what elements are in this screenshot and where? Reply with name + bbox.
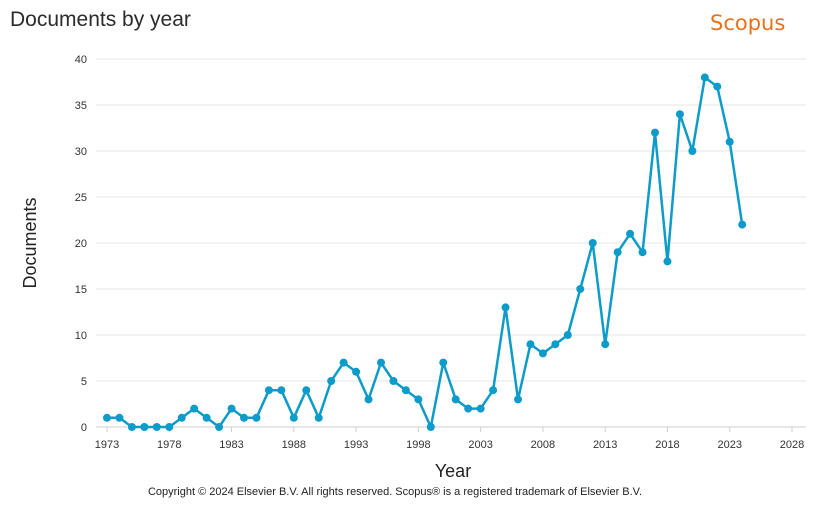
data-point[interactable]: [339, 358, 348, 367]
data-point[interactable]: [140, 423, 149, 431]
y-axis-ticks: 0 5 10 15 20 25 30 35 40: [75, 54, 87, 434]
data-point[interactable]: [675, 110, 684, 119]
data-point[interactable]: [576, 285, 585, 293]
data-point[interactable]: [277, 386, 286, 395]
data-point[interactable]: [190, 404, 199, 413]
data-point[interactable]: [451, 395, 460, 404]
data-point[interactable]: [501, 303, 510, 312]
data-point[interactable]: [240, 413, 248, 422]
data-point[interactable]: [476, 404, 485, 413]
data-point[interactable]: [202, 413, 211, 422]
data-point[interactable]: [414, 395, 423, 404]
data-point[interactable]: [601, 340, 610, 349]
y-tick-label: 10: [75, 330, 87, 342]
data-point[interactable]: [115, 413, 124, 422]
data-point[interactable]: [264, 386, 273, 395]
grid-lines: [96, 58, 806, 428]
data-point[interactable]: [314, 413, 323, 422]
data-point[interactable]: [563, 331, 572, 339]
data-point[interactable]: [165, 423, 174, 431]
x-tick-label: 2023: [717, 439, 741, 451]
data-point[interactable]: [489, 386, 498, 395]
data-point[interactable]: [215, 423, 224, 431]
data-point[interactable]: [127, 423, 136, 431]
data-point[interactable]: [738, 220, 747, 229]
data-point[interactable]: [426, 423, 435, 431]
data-point[interactable]: [177, 413, 186, 422]
data-point[interactable]: [526, 340, 535, 349]
data-point[interactable]: [103, 413, 111, 422]
x-tick-label: 2013: [593, 439, 617, 451]
y-axis-title: Documents: [20, 197, 40, 288]
series-documents: [103, 73, 747, 431]
data-point[interactable]: [389, 377, 398, 385]
data-point[interactable]: [688, 147, 697, 155]
data-point[interactable]: [700, 73, 709, 82]
data-point[interactable]: [439, 358, 448, 367]
x-tick-label: 2018: [655, 439, 679, 451]
x-tick-label: 1988: [282, 439, 306, 451]
y-tick-label: 35: [75, 100, 87, 112]
data-point[interactable]: [377, 358, 385, 367]
data-point[interactable]: [725, 137, 734, 146]
x-tick-label: 2028: [780, 439, 804, 451]
data-point[interactable]: [613, 248, 622, 257]
x-tick-label: 1998: [406, 439, 430, 451]
data-point[interactable]: [713, 82, 722, 91]
copyright-notice: Copyright © 2024 Elsevier B.V. All right…: [147, 486, 643, 498]
data-point[interactable]: [352, 367, 361, 376]
data-point[interactable]: [252, 413, 261, 422]
y-tick-label: 40: [75, 54, 87, 66]
data-point[interactable]: [551, 340, 560, 349]
data-point[interactable]: [538, 349, 547, 358]
y-tick-label: 5: [81, 376, 87, 388]
y-tick-label: 20: [75, 238, 87, 250]
x-tick-label: 1978: [157, 439, 181, 451]
data-point[interactable]: [289, 413, 298, 422]
x-tick-label: 1993: [344, 439, 368, 451]
x-tick-label: 2003: [468, 439, 492, 451]
data-point[interactable]: [638, 248, 647, 257]
scopus-logo[interactable]: Scopus: [710, 11, 786, 35]
data-point[interactable]: [401, 386, 410, 395]
data-point[interactable]: [663, 257, 672, 266]
x-axis-title: Year: [435, 461, 471, 481]
x-tick-label: 2008: [531, 439, 555, 451]
data-point[interactable]: [227, 404, 236, 413]
y-tick-label: 15: [75, 284, 87, 296]
chart-title: Documents by year: [10, 8, 191, 31]
y-tick-label: 25: [75, 192, 87, 204]
data-point[interactable]: [651, 128, 659, 137]
x-axis-ticks: 1973 1978 1983 1988 1993 1998 2003 2008 2013 2018…: [95, 427, 804, 451]
x-tick-label: 1973: [95, 439, 119, 451]
data-point[interactable]: [302, 386, 311, 395]
data-point[interactable]: [626, 229, 635, 238]
data-point[interactable]: [364, 395, 373, 404]
data-point[interactable]: [588, 239, 597, 247]
data-point[interactable]: [514, 395, 522, 404]
series-line: [107, 76, 744, 429]
y-tick-label: 30: [75, 146, 87, 158]
data-point[interactable]: [464, 404, 473, 413]
data-point[interactable]: [327, 377, 336, 385]
y-tick-label: 0: [81, 422, 87, 434]
x-tick-label: 1983: [219, 439, 243, 451]
data-point[interactable]: [152, 423, 161, 431]
